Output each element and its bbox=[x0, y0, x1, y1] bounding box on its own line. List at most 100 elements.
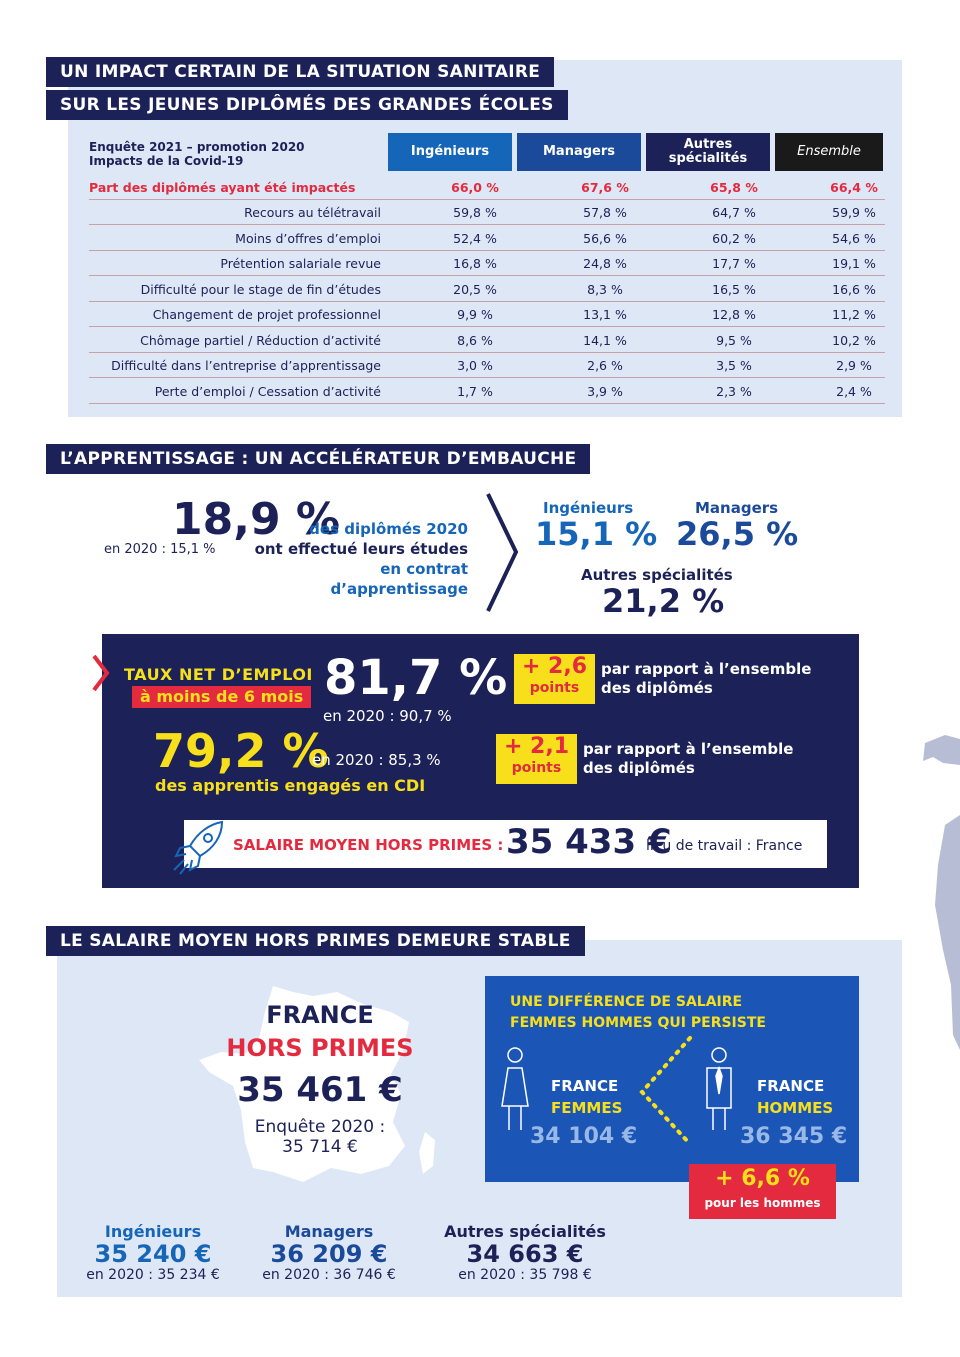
delta1-text-line2: des diplômés bbox=[601, 679, 713, 697]
woman-icon bbox=[501, 1047, 529, 1130]
dotted-compare-icon bbox=[639, 1036, 692, 1146]
apprentissage-banner: L’APPRENTISSAGE : UN ACCÉLÉRATEUR D’EMBA… bbox=[46, 444, 591, 474]
gap-value: + 6,6 % bbox=[715, 1166, 810, 1191]
femmes-value: 34 104 € bbox=[530, 1124, 638, 1149]
col-header-ingenieurs: Ingénieurs bbox=[388, 133, 512, 171]
cell-value: 8,6 % bbox=[457, 333, 493, 348]
salary-autres: Autres spécialités 34 663 € en 2020 : 35… bbox=[430, 1222, 620, 1283]
apprenti-autres-label: Autres spécialités bbox=[581, 566, 733, 584]
apprenti-share-value: 18,9 % bbox=[172, 494, 340, 545]
cell-value: 8,3 % bbox=[587, 282, 623, 297]
table-row: Chômage partiel / Réduction d’activité 8… bbox=[89, 328, 885, 353]
gender-gap-title: UNE DIFFÉRENCE DE SALAIRE FEMMES HOMMES … bbox=[510, 992, 766, 1034]
hommes-line1: FRANCE bbox=[757, 1077, 825, 1095]
hommes-line2: HOMMES bbox=[757, 1099, 834, 1117]
cell-value: 66,0 % bbox=[451, 180, 499, 195]
france-map-icon bbox=[199, 986, 435, 1182]
apprenti-share-text: des diplômés 2020 ont effectué leurs étu… bbox=[238, 519, 468, 599]
table-caption-line2: Impacts de la Covid-19 bbox=[89, 154, 244, 168]
cell-value: 9,5 % bbox=[716, 333, 752, 348]
delta1-unit: points bbox=[529, 680, 580, 696]
cell-value: 17,7 % bbox=[712, 256, 756, 271]
row-label: Part des diplômés ayant été impactés bbox=[89, 180, 356, 195]
apprenti-text-line3: en contrat d’apprentissage bbox=[330, 560, 468, 598]
cell-value: 65,8 % bbox=[710, 180, 758, 195]
cdi-prev: en 2020 : 85,3 % bbox=[312, 751, 441, 769]
salary-value: 35 433 € bbox=[506, 822, 672, 862]
cell-value: 12,8 % bbox=[712, 307, 756, 322]
femmes-line2: FEMMES bbox=[551, 1099, 623, 1117]
gap-title-line2: FEMMES HOMMES QUI PERSISTE bbox=[510, 1015, 766, 1031]
table-caption: Enquête 2021 – promotion 2020 Impacts de… bbox=[89, 140, 305, 168]
delta1-text-line1: par rapport à l’ensemble bbox=[601, 660, 812, 678]
table-row: Difficulté dans l’entreprise d’apprentis… bbox=[89, 353, 885, 378]
row-label: Changement de projet professionnel bbox=[152, 307, 381, 322]
salary-autres-label: Autres spécialités bbox=[444, 1222, 606, 1241]
table-row: Perte d’emploi / Cessation d’activité 1,… bbox=[89, 379, 885, 404]
gap-text: pour les hommes bbox=[704, 1196, 821, 1210]
salary-box bbox=[184, 820, 827, 868]
salary-autres-value: 34 663 € bbox=[466, 1240, 584, 1268]
salary-man-label: Managers bbox=[284, 1222, 374, 1241]
delta2-text-line2: des diplômés bbox=[583, 759, 695, 777]
col-header-ensemble: Ensemble bbox=[775, 133, 883, 171]
femmes-label: FRANCE FEMMES bbox=[551, 1075, 622, 1119]
cell-value: 60,2 % bbox=[712, 231, 756, 246]
gender-gap-box bbox=[485, 976, 859, 1182]
impact-banner-line2: SUR LES JEUNES DIPLÔMÉS DES GRANDES ÉCOL… bbox=[46, 90, 568, 120]
cell-value: 59,8 % bbox=[453, 205, 497, 220]
cell-value: 2,4 % bbox=[836, 384, 872, 399]
row-label: Perte d’emploi / Cessation d’activité bbox=[154, 384, 381, 399]
impact-banner-line1: UN IMPACT CERTAIN DE LA SITUATION SANITA… bbox=[46, 57, 555, 87]
cell-value: 11,2 % bbox=[832, 307, 876, 322]
delta2-unit: points bbox=[511, 760, 562, 776]
table-caption-line1: Enquête 2021 – promotion 2020 bbox=[89, 140, 305, 154]
apprenti-ing-label: Ingénieurs bbox=[543, 499, 634, 517]
cell-value: 66,4 % bbox=[830, 180, 878, 195]
cell-value: 3,9 % bbox=[587, 384, 623, 399]
delta2-text-line1: par rapport à l’ensemble bbox=[583, 740, 794, 758]
apprenti-man-value: 26,5 % bbox=[676, 515, 799, 553]
salary-ing-value: 35 240 € bbox=[94, 1240, 212, 1268]
gap-badge: + 6,6 % pour les hommes bbox=[689, 1164, 836, 1219]
cell-value: 59,9 % bbox=[832, 205, 876, 220]
cell-value: 52,4 % bbox=[453, 231, 497, 246]
cell-value: 64,7 % bbox=[712, 205, 756, 220]
cell-value: 2,3 % bbox=[716, 384, 752, 399]
cell-value: 57,8 % bbox=[583, 205, 627, 220]
cdi-text: des apprentis engagés en CDI bbox=[155, 776, 426, 795]
enquete-line2: 35 714 € bbox=[282, 1137, 358, 1157]
salary-label: SALAIRE MOYEN HORS PRIMES : bbox=[233, 836, 504, 854]
cell-value: 2,9 % bbox=[836, 358, 872, 373]
col-header-autres: Autres spécialités bbox=[646, 133, 770, 171]
man-icon bbox=[706, 1047, 732, 1130]
apprenti-man-label: Managers bbox=[695, 499, 779, 517]
gap-title-line1: UNE DIFFÉRENCE DE SALAIRE bbox=[510, 994, 743, 1010]
table-row: Changement de projet professionnel 9,9 %… bbox=[89, 302, 885, 327]
cell-value: 54,6 % bbox=[832, 231, 876, 246]
col-header-managers: Managers bbox=[517, 133, 641, 171]
salary-ing-label: Ingénieurs bbox=[104, 1222, 202, 1241]
france-label: FRANCE bbox=[266, 1001, 374, 1029]
salary-man-prev: en 2020 : 36 746 € bbox=[262, 1267, 396, 1283]
taux-label: TAUX NET D’EMPLOI bbox=[124, 665, 313, 684]
apprenti-share-prev: en 2020 : 15,1 % bbox=[104, 542, 216, 557]
cell-value: 2,6 % bbox=[587, 358, 623, 373]
hommes-value: 36 345 € bbox=[740, 1124, 848, 1149]
row-label: Difficulté pour le stage de fin d’études bbox=[140, 282, 381, 297]
cell-value: 3,5 % bbox=[716, 358, 752, 373]
cell-value: 9,9 % bbox=[457, 307, 493, 322]
cell-value: 16,8 % bbox=[453, 256, 497, 271]
cell-value: 1,7 % bbox=[457, 384, 493, 399]
cell-value: 14,1 % bbox=[583, 333, 627, 348]
apprenti-autres-value: 21,2 % bbox=[602, 582, 725, 620]
hors-primes-label: HORS PRIMES bbox=[226, 1034, 414, 1062]
femmes-line1: FRANCE bbox=[551, 1077, 619, 1095]
delta2-badge: + 2,1 points bbox=[496, 734, 577, 784]
apprenti-text-line2: ont effectué leurs études bbox=[254, 540, 468, 558]
cell-value: 24,8 % bbox=[583, 256, 627, 271]
row-label: Prétention salariale revue bbox=[220, 256, 381, 271]
salary-ingenieurs: Ingénieurs 35 240 € en 2020 : 35 234 € bbox=[68, 1222, 238, 1283]
taux-value: 81,7 % bbox=[324, 650, 508, 706]
row-label: Difficulté dans l’entreprise d’apprentis… bbox=[111, 358, 381, 373]
